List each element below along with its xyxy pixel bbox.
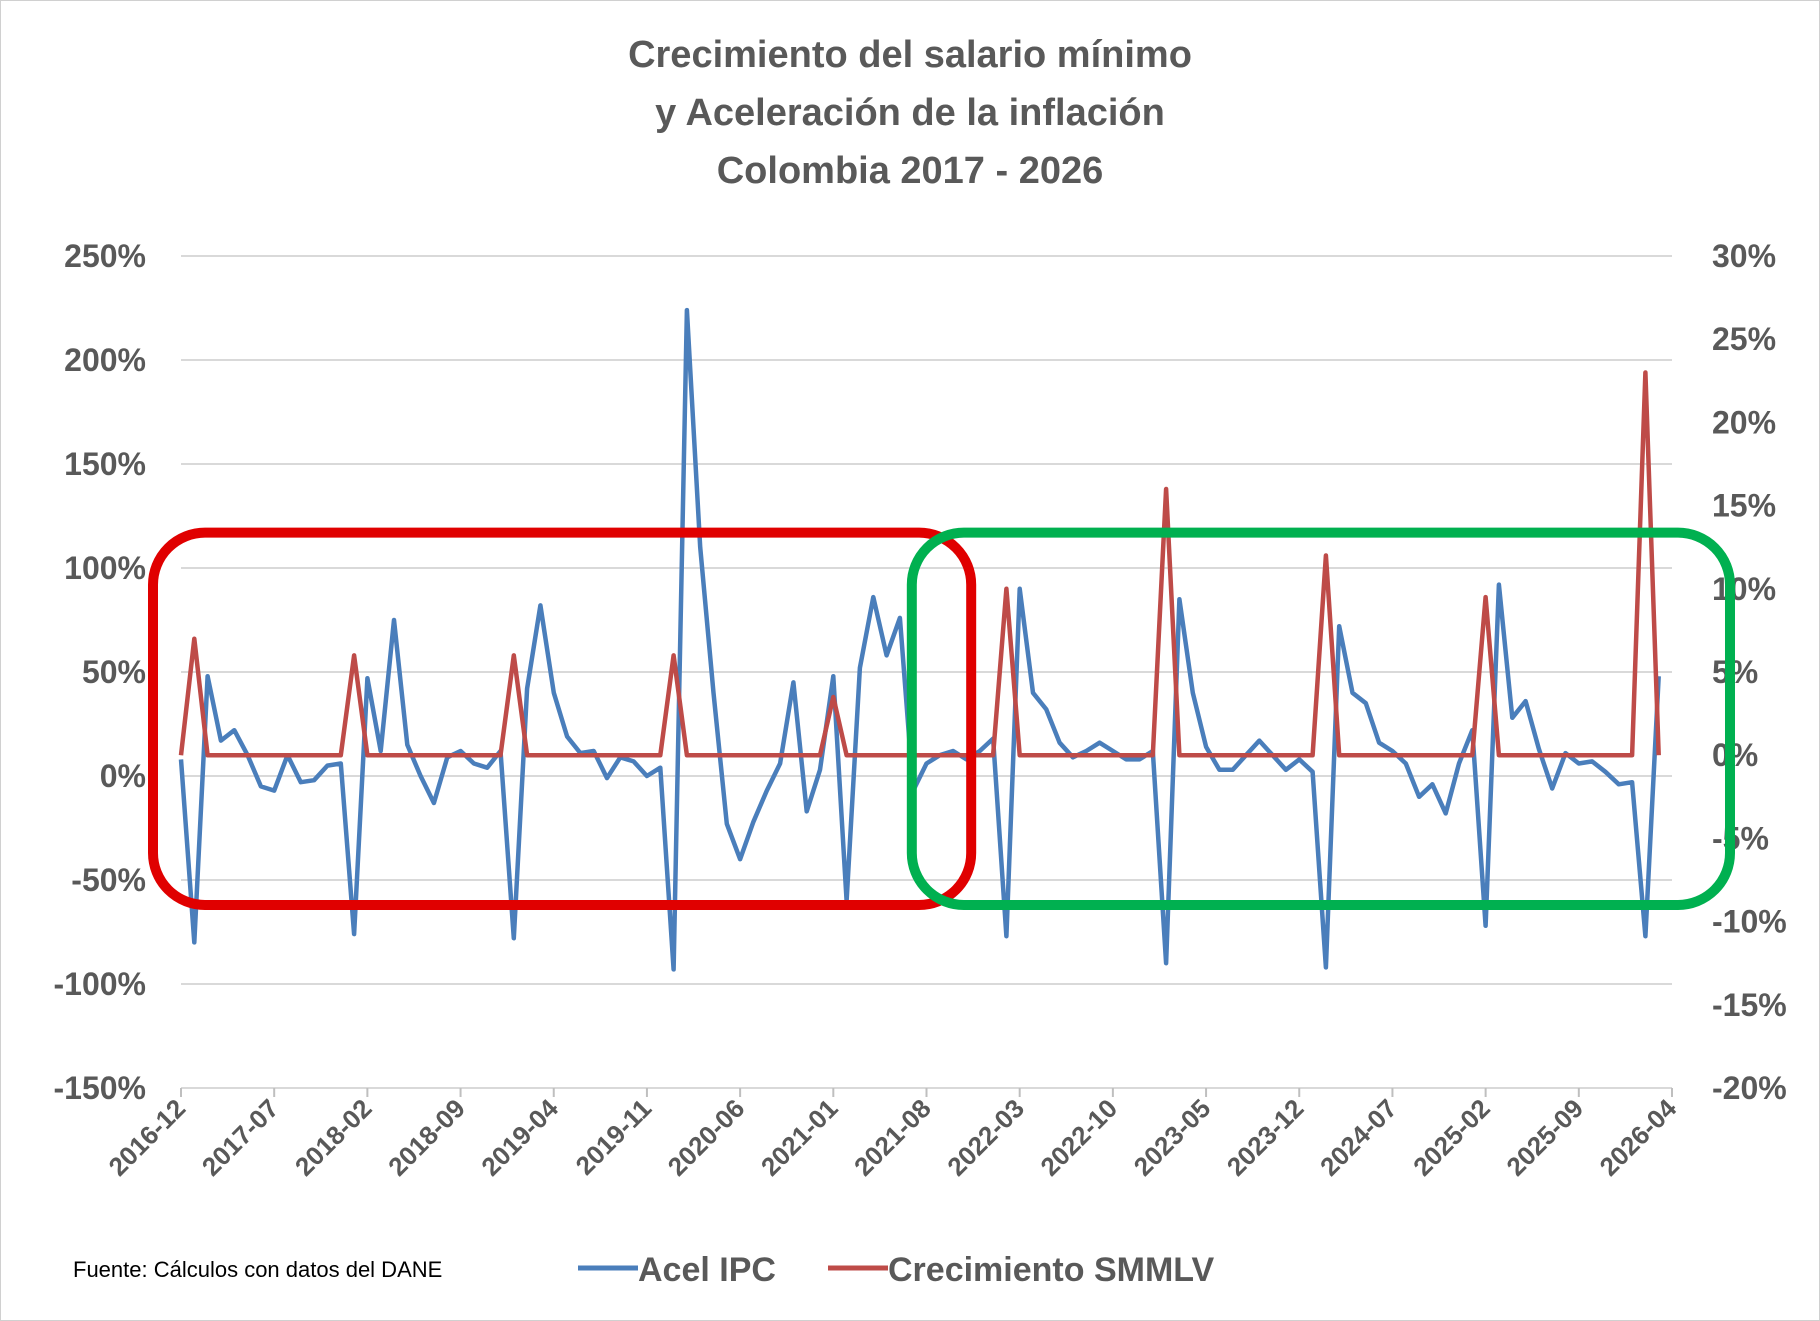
x-axis-tick-label: 2022-10 xyxy=(1034,1093,1123,1182)
gridlines xyxy=(181,255,1672,1089)
series-crecimiento-smmlv xyxy=(178,370,1661,758)
left-axis-tick-label: 50% xyxy=(82,654,146,690)
left-axis-tick-label: 250% xyxy=(64,238,146,274)
left-axis-tick-label: 200% xyxy=(64,342,146,378)
highlight-boxes xyxy=(148,527,1735,910)
series-line xyxy=(178,307,1661,972)
left-axis-tick-label: -100% xyxy=(54,966,147,1002)
x-axis-tick-label: 2016-12 xyxy=(103,1093,192,1182)
right-axis-tick-label: -10% xyxy=(1712,904,1787,940)
x-axis-tick-label: 2019-04 xyxy=(475,1093,564,1182)
chart-title-line-2: y Aceleración de la inflación xyxy=(655,92,1165,134)
right-axis-tick-label: 10% xyxy=(1712,571,1776,607)
x-axis-tick-label: 2021-08 xyxy=(848,1093,937,1182)
chart-title-line-1: Crecimiento del salario mínimo xyxy=(628,34,1192,76)
right-axis-ticks: -20% -15% -10% -5% 0% 5% 10% 15% 20% 25% 30% xyxy=(1712,238,1787,1106)
x-axis-tick-label: 2022-03 xyxy=(941,1093,1030,1182)
right-axis-tick-label: -20% xyxy=(1712,1070,1787,1106)
legend-label-acel-ipc: Acel IPC xyxy=(638,1251,776,1289)
x-axis-tick-label: 2026-04 xyxy=(1594,1093,1683,1182)
series-acel-ipc xyxy=(178,307,1661,972)
source-note: Fuente: Cálculos con datos del DANE xyxy=(73,1257,442,1282)
right-axis-tick-label: 15% xyxy=(1712,488,1776,524)
right-axis-tick-label: 25% xyxy=(1712,321,1776,357)
right-axis-tick-label: -15% xyxy=(1712,987,1787,1023)
left-axis-ticks: -150% -100% -50% 0% 50% 100% 150% 200% 250% xyxy=(54,238,147,1106)
x-axis-tick-label: 2024-07 xyxy=(1314,1093,1403,1182)
left-axis-tick-label: -50% xyxy=(71,862,146,898)
x-axis: 2016-12 2017-07 2018-02 2018-09 2019-04 2019-… xyxy=(103,1087,1683,1182)
x-axis-tick-label: 2025-09 xyxy=(1500,1093,1589,1182)
legend-label-crecimiento-smmlv: Crecimiento SMMLV xyxy=(888,1251,1215,1289)
series-line xyxy=(178,370,1661,758)
series-layer xyxy=(178,307,1661,972)
x-axis-tick-label: 2019-11 xyxy=(570,1093,658,1181)
right-axis-tick-label: 20% xyxy=(1712,404,1776,440)
x-axis-tick-label: 2021-01 xyxy=(755,1093,844,1182)
x-axis-tick-label: 2025-02 xyxy=(1407,1093,1496,1182)
right-axis-tick-label: 0% xyxy=(1712,737,1758,773)
x-axis-tick-label: 2020-06 xyxy=(662,1093,751,1182)
right-axis-tick-label: -5% xyxy=(1712,820,1769,856)
highlight-box-1 xyxy=(148,527,977,910)
chart-title: Crecimiento del salario mínimo y Acelera… xyxy=(628,34,1192,192)
left-axis-tick-label: 150% xyxy=(64,446,146,482)
x-axis-tick-label: 2023-12 xyxy=(1221,1093,1310,1182)
highlight-box-2 xyxy=(906,527,1735,910)
x-axis-tick-label: 2018-02 xyxy=(289,1093,378,1182)
right-axis-tick-label: 30% xyxy=(1712,238,1776,274)
x-axis-tick-label: 2017-07 xyxy=(196,1093,285,1182)
left-axis-tick-label: 100% xyxy=(64,550,146,586)
chart-title-line-3: Colombia 2017 - 2026 xyxy=(717,150,1104,192)
left-axis-tick-label: 0% xyxy=(100,758,146,794)
x-axis-tick-label: 2018-09 xyxy=(382,1093,471,1182)
x-axis-tick-label: 2023-05 xyxy=(1128,1093,1217,1182)
left-axis-tick-label: -150% xyxy=(54,1070,147,1106)
right-axis-tick-label: 5% xyxy=(1712,654,1758,690)
legend: Fuente: Cálculos con datos del DANE Acel… xyxy=(73,1251,1215,1289)
